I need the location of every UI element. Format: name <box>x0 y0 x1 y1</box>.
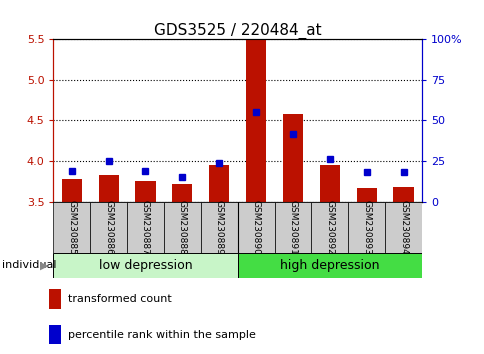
Bar <box>164 202 200 253</box>
Text: GSM230893: GSM230893 <box>362 200 370 255</box>
Text: individual: individual <box>2 261 57 270</box>
Bar <box>53 253 237 278</box>
Bar <box>319 165 339 202</box>
Text: GSM230887: GSM230887 <box>141 200 150 255</box>
Text: GSM230889: GSM230889 <box>214 200 223 255</box>
Bar <box>311 202 348 253</box>
Bar <box>98 175 119 202</box>
Bar <box>237 253 421 278</box>
Bar <box>348 202 384 253</box>
Bar <box>90 202 127 253</box>
Text: low depression: low depression <box>98 259 192 272</box>
Text: GSM230886: GSM230886 <box>104 200 113 255</box>
Bar <box>274 202 311 253</box>
Bar <box>172 184 192 202</box>
Bar <box>245 39 266 202</box>
Bar <box>384 202 421 253</box>
Text: GSM230894: GSM230894 <box>398 200 407 255</box>
Bar <box>53 202 90 253</box>
Text: high depression: high depression <box>279 259 379 272</box>
Bar <box>393 187 413 202</box>
Text: GSM230891: GSM230891 <box>288 200 297 255</box>
Bar <box>200 202 237 253</box>
Bar <box>127 202 164 253</box>
Text: percentile rank within the sample: percentile rank within the sample <box>68 330 255 339</box>
Text: GSM230890: GSM230890 <box>251 200 260 255</box>
Title: GDS3525 / 220484_at: GDS3525 / 220484_at <box>153 23 321 39</box>
Bar <box>209 165 229 202</box>
Text: ▶: ▶ <box>40 261 48 270</box>
Bar <box>135 181 155 202</box>
Text: GSM230888: GSM230888 <box>178 200 186 255</box>
Text: transformed count: transformed count <box>68 294 171 304</box>
Text: GSM230885: GSM230885 <box>67 200 76 255</box>
Bar <box>282 114 302 202</box>
Bar <box>356 188 376 202</box>
Bar <box>237 202 274 253</box>
Bar <box>61 179 82 202</box>
Text: GSM230892: GSM230892 <box>325 200 333 255</box>
